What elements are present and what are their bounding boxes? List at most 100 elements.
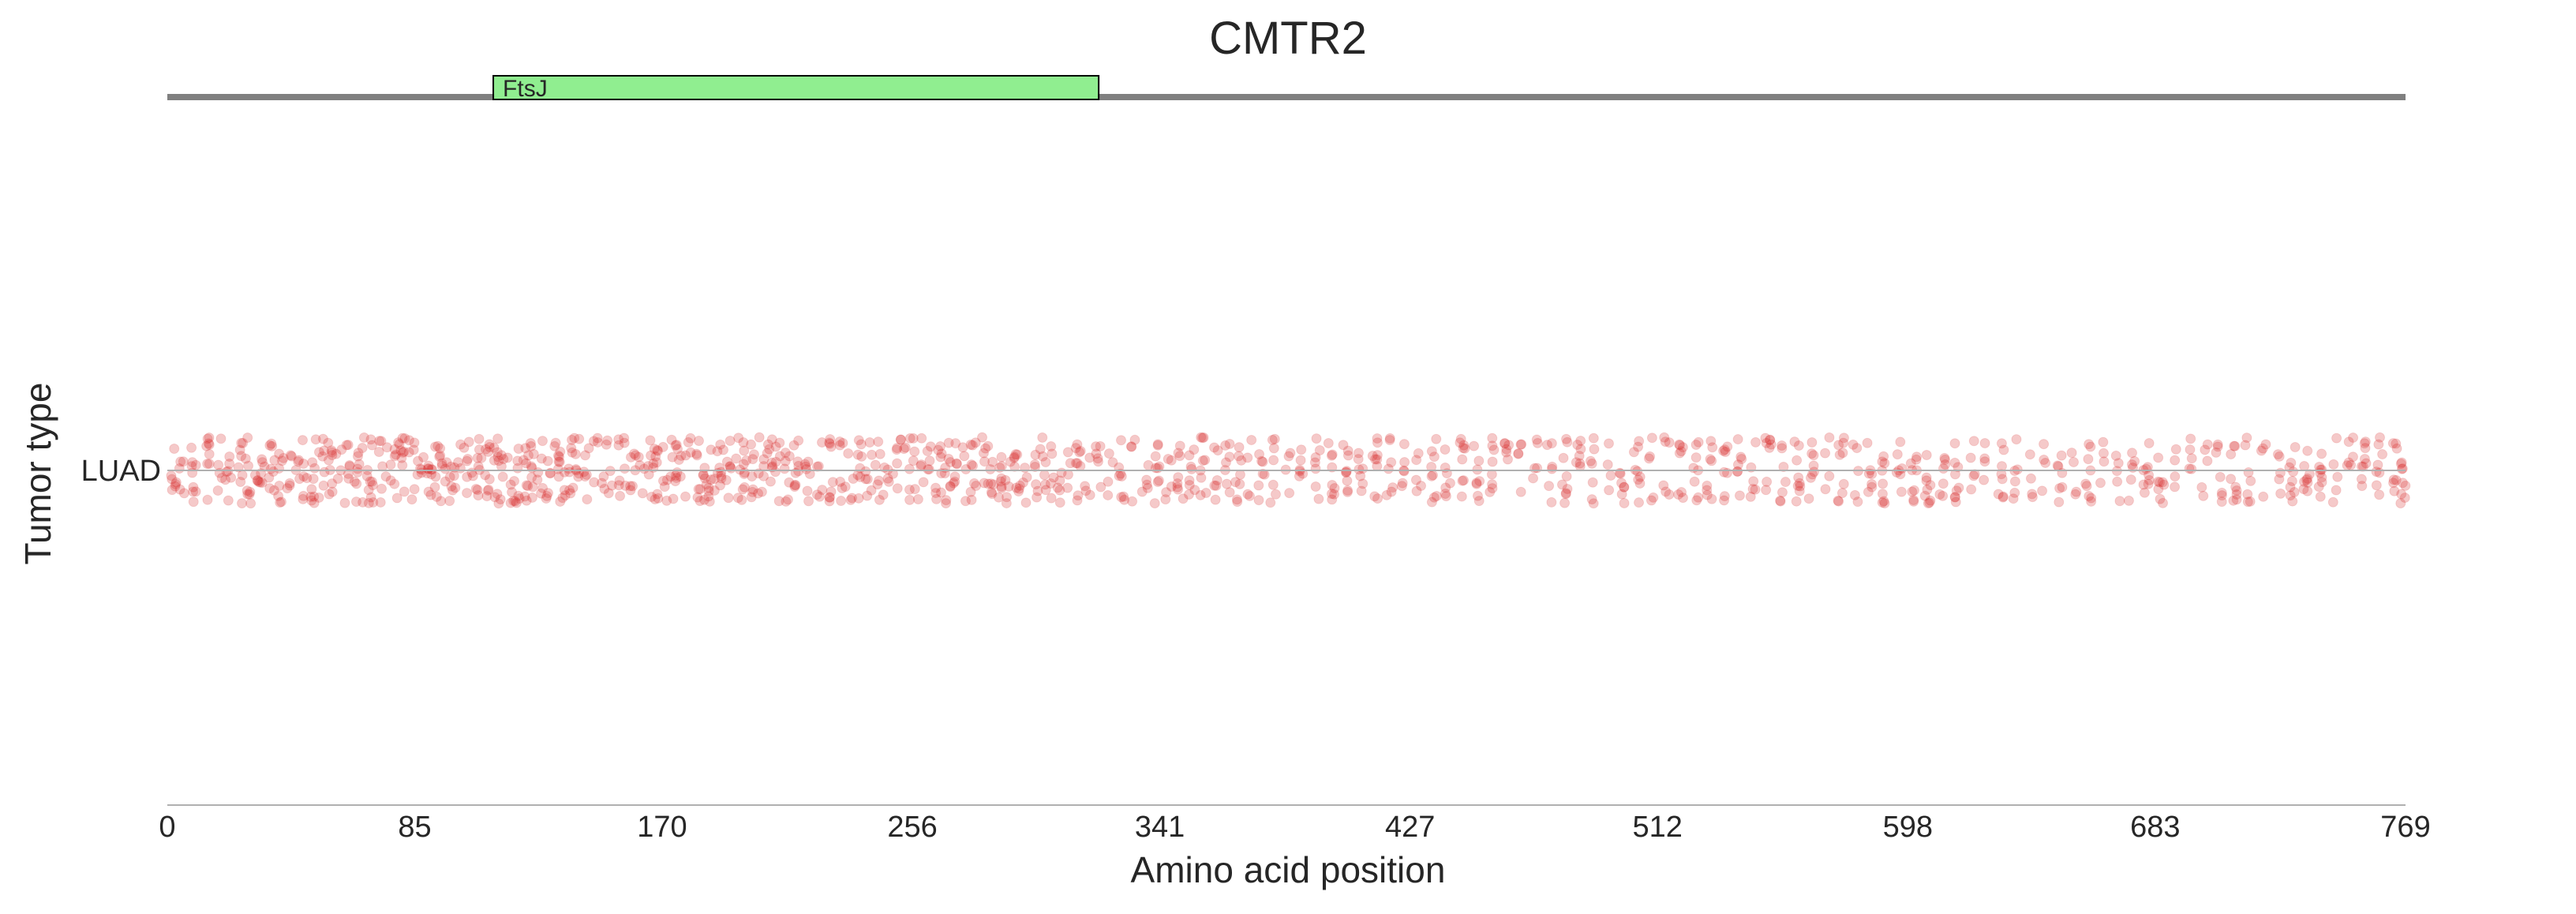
mutation-point [657,441,668,452]
mutation-point [376,483,388,494]
mutation-point [484,441,495,452]
mutation-point [476,452,487,463]
mutation-point [2389,485,2400,496]
mutation-point [1232,496,1243,508]
mutation-point [1664,437,1675,448]
mutation-point [418,451,429,463]
mutation-point [1009,451,1020,463]
mutation-point [1209,480,1220,491]
mutation-point [298,471,309,482]
mutation-point [1673,489,1684,500]
mutation-point [2327,496,2338,508]
mutation-point [532,474,543,485]
mutation-point [492,433,504,444]
mutation-point [238,437,249,448]
mutation-point [924,455,935,466]
mutation-point [489,455,500,466]
mutation-point [825,433,836,444]
mutation-point [366,476,377,487]
mutation-point [326,445,337,456]
mutation-point [323,437,334,448]
mutation-point [1919,490,1930,501]
mutation-point [2298,484,2309,495]
mutation-point [2069,456,2080,467]
mutation-point [1924,497,1935,508]
mutation-point [1833,440,1844,451]
mutation-point [1242,452,1253,463]
mutation-point [765,476,776,487]
mutation-point [1065,458,1076,469]
mutation-point [651,457,662,468]
mutation-point [614,475,625,486]
mutation-point [554,451,565,463]
mutation-point [2153,452,2164,463]
mutation-point [1863,468,1874,479]
mutation-point [1807,448,1818,459]
mutation-point [226,472,237,483]
x-tick-label: 341 [1135,811,1185,844]
mutation-point [715,480,726,491]
mutation-point [1127,496,1138,507]
mutation-point [2391,438,2402,449]
mutation-point [1253,495,1264,506]
domain-label: FtsJ [503,76,548,102]
mutation-point [403,447,414,458]
mutation-point [1032,492,1043,503]
mutation-point [601,439,612,450]
mutation-point [1314,445,1325,456]
mutation-point [1793,472,1804,483]
mutation-point [1035,444,1046,455]
mutation-point [273,490,284,501]
mutation-point [204,448,215,459]
mutation-point [987,489,998,500]
mutation-point [394,439,405,450]
mutation-point [2186,463,2197,474]
mutation-point [1030,462,1041,473]
mutation-point [397,433,408,444]
mutation-point [864,437,875,448]
mutation-point [817,485,828,496]
mutation-point [1761,485,1772,496]
mutation-point [1849,489,1860,500]
mutation-point [2229,440,2240,451]
mutation-point [588,436,599,447]
mutation-point [1764,442,1775,453]
mutation-point [1719,495,1730,506]
mutation-point [521,495,532,506]
mutation-point [1634,497,1645,508]
x-tick-label: 0 [159,811,175,844]
mutation-point [1173,472,1184,483]
mutation-point [256,454,268,465]
mutation-point [1765,435,1776,446]
mutation-point [2316,448,2327,459]
mutation-point [1329,482,1340,493]
mutation-point [1500,438,1511,449]
mutation-point [1690,452,1702,463]
mutation-point [446,481,457,492]
mutation-point [363,485,374,496]
x-axis-label: Amino acid position [1131,849,1446,890]
x-tick-label: 598 [1883,811,1933,844]
x-tick-label: 683 [2130,811,2180,844]
mutation-point [1513,448,1524,459]
mutation-point [472,452,483,463]
mutation-point [1765,434,1776,445]
mutation-point [1001,498,1012,509]
mutation-point [484,439,495,450]
mutation-point [943,453,954,464]
mutation-point [2302,473,2313,484]
mutation-point [363,497,374,508]
mutation-point [1149,498,1160,509]
mutation-point [301,473,313,484]
mutation-point [2009,487,2020,498]
mutation-point [784,477,795,488]
mutation-point [297,435,308,446]
mutation-point [629,448,640,459]
mutation-point [1115,468,1126,479]
mutation-point [683,436,694,448]
mutation-point [1501,444,1512,455]
mutation-point [1907,486,1918,497]
mutation-point [423,486,434,497]
mutation-point [801,463,812,474]
mutation-point [741,455,752,466]
